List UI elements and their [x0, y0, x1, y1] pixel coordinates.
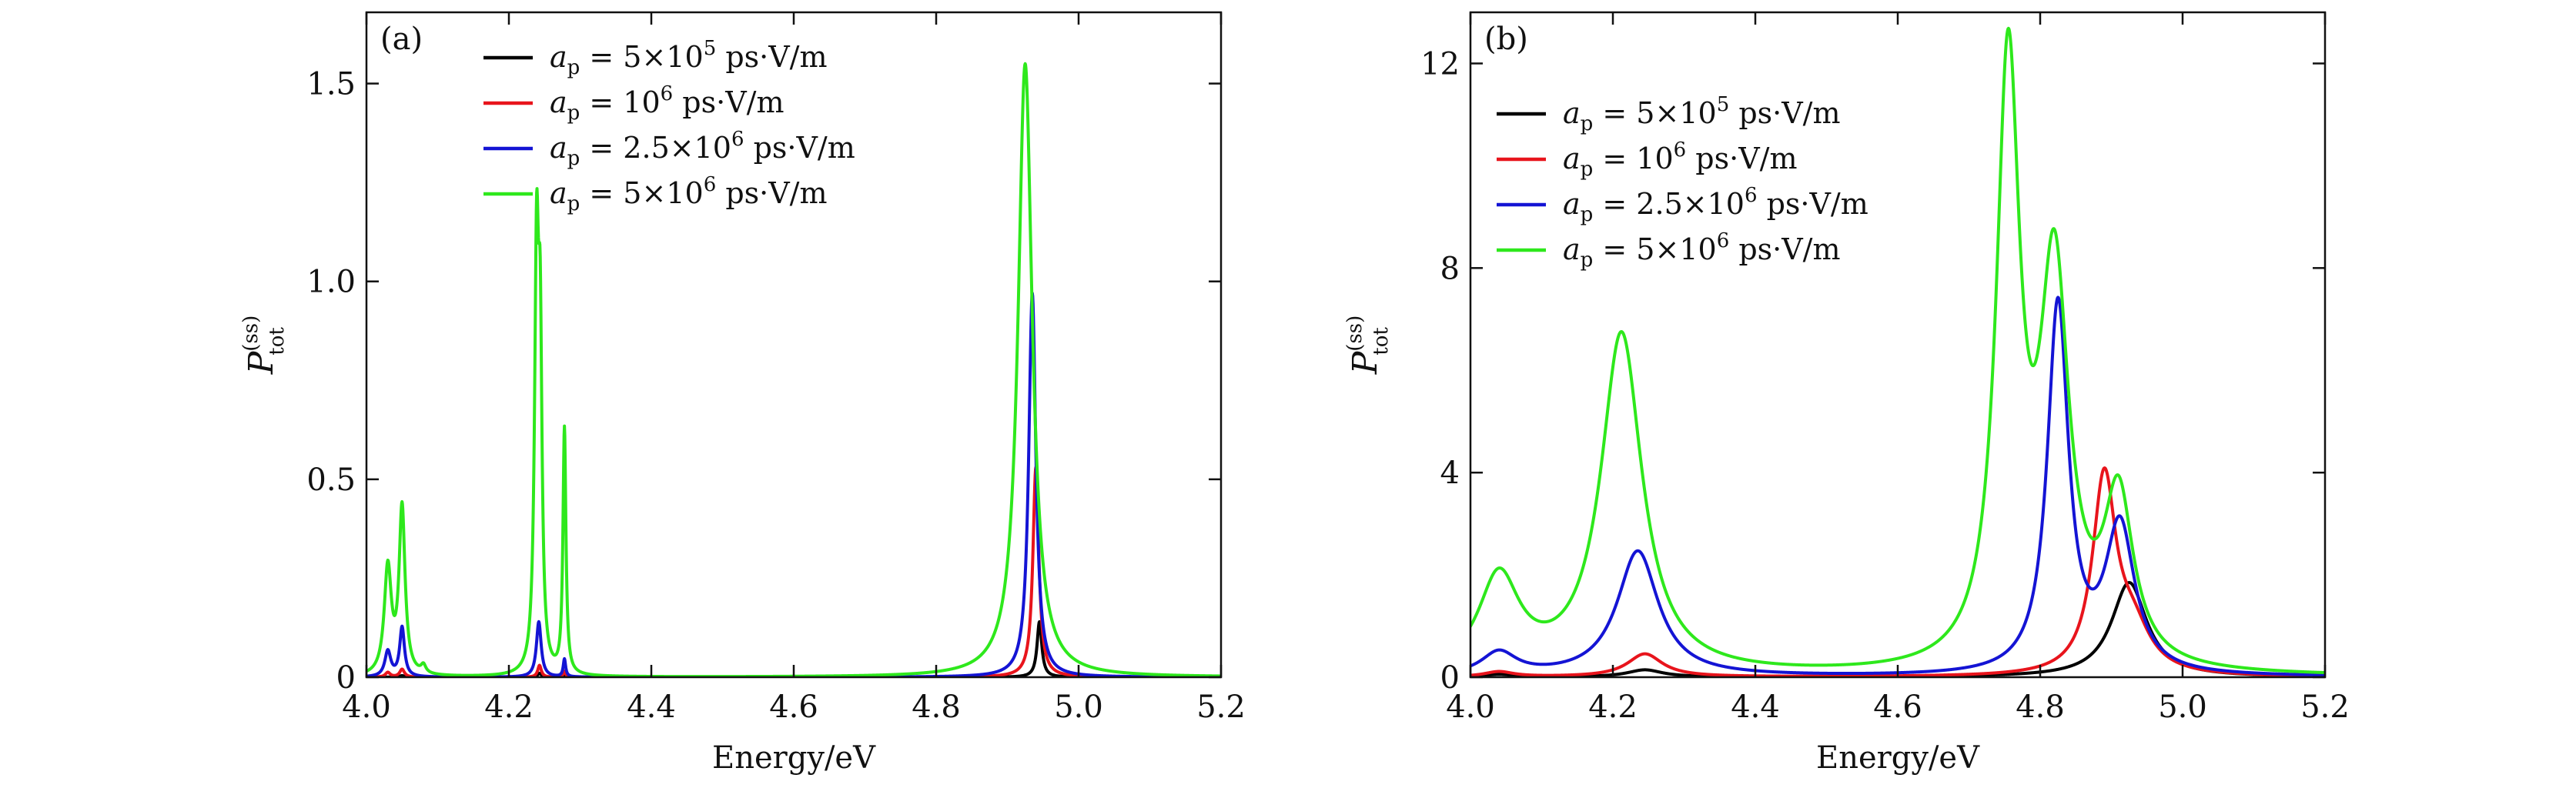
panel-b-chart: 4.0 4.2 4.4 4.6 4.8 5.0 5.2 0 4 8 12 Energy/eV P(ss)…	[1343, 11, 2350, 776]
x-tick-label-b-5: 5.0	[2158, 690, 2207, 725]
y-tick-label-a-2: 1.0	[306, 265, 356, 300]
x-tick-label-a-2: 4.4	[627, 690, 676, 725]
panel-label-a: (a)	[380, 22, 423, 57]
x-tick-label-b-2: 4.4	[1731, 690, 1780, 725]
y-tick-label-b-1: 4	[1440, 456, 1460, 491]
legend-label-b-3: ap = 5×106 ps·V/m	[1563, 229, 1841, 272]
x-tick-label-b-4: 4.8	[2016, 690, 2065, 725]
x-tick-label-a-0: 4.0	[342, 690, 391, 725]
y-tick-label-a-0: 0	[336, 660, 356, 696]
x-tick-label-b-0: 4.0	[1446, 690, 1495, 725]
panel-label-b: (b)	[1484, 22, 1528, 57]
plot-frame-a	[365, 11, 1223, 679]
x-axis-title-b: Energy/eV	[1816, 740, 1980, 776]
y-tick-label-b-2: 8	[1440, 251, 1460, 286]
x-tick-label-a-4: 4.8	[912, 690, 961, 725]
y-axis-title-a: P(ss) tot	[239, 316, 289, 376]
x-tick-label-b-6: 5.2	[2300, 690, 2350, 725]
series-line-b-1	[1470, 466, 2325, 677]
series-line-b-0	[1470, 581, 2325, 677]
y-tick-label-b-0: 0	[1440, 660, 1460, 696]
legend-label-b-0: ap = 5×105 ps·V/m	[1563, 93, 1841, 135]
legend-label-b-1: ap = 106 ps·V/m	[1563, 139, 1797, 181]
x-tick-label-b-3: 4.6	[1873, 690, 1922, 725]
x-tick-label-a-5: 5.0	[1054, 690, 1103, 725]
x-axis-title-a: Energy/eV	[712, 740, 876, 776]
x-tick-label-b-1: 4.2	[1588, 690, 1638, 725]
legend-label-a-3: ap = 5×106 ps·V/m	[550, 173, 828, 215]
y-axis-title-b: P(ss) tot	[1343, 316, 1393, 376]
legend-label-a-1: ap = 106 ps·V/m	[550, 82, 784, 125]
legend-label-a-2: ap = 2.5×106 ps·V/m	[550, 128, 855, 170]
x-tick-label-a-6: 5.2	[1196, 690, 1246, 725]
y-tick-label-a-1: 0.5	[306, 462, 356, 498]
legend-label-a-0: ap = 5×105 ps·V/m	[550, 37, 828, 79]
series-line-b-3	[1470, 26, 2325, 675]
series-line-a-2	[366, 292, 1221, 677]
x-tick-label-a-1: 4.2	[484, 690, 534, 725]
legend-label-b-2: ap = 2.5×106 ps·V/m	[1563, 184, 1868, 226]
y-tick-label-b-3: 12	[1420, 46, 1460, 82]
panel-a-chart: 4.0 4.2 4.4 4.6 4.8 5.0 5.2 0 0.5 1.0 1.5 Energy/eV…	[239, 11, 1246, 776]
y-tick-label-a-3: 1.5	[306, 67, 356, 102]
series-line-a-1	[366, 466, 1221, 677]
x-tick-label-a-3: 4.6	[769, 690, 818, 725]
